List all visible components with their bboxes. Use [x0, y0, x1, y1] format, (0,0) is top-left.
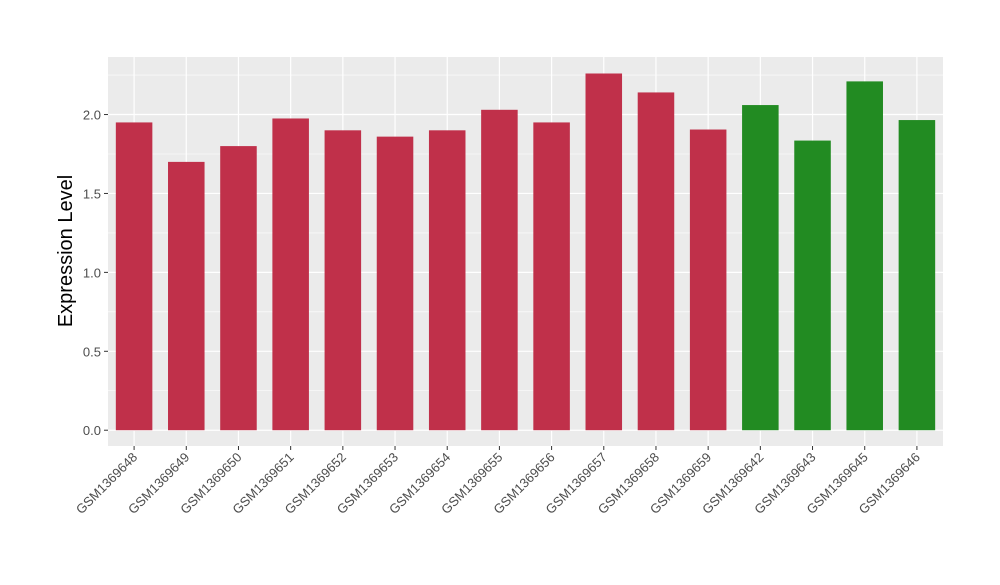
y-axis: 0.0 0.5 1.0 1.5 2.0	[83, 108, 108, 438]
bar-GSM1369658	[637, 92, 675, 431]
bar-GSM1369654	[428, 130, 466, 431]
bar-GSM1369651	[272, 118, 309, 431]
bar-GSM1369653	[376, 136, 414, 431]
bar-GSM1369657	[585, 73, 623, 431]
y-tick-label: 0.5	[83, 344, 101, 359]
y-tick-label: 2.0	[83, 108, 101, 123]
bar-GSM1369656	[533, 122, 570, 431]
bar-GSM1369646	[898, 120, 936, 431]
bar-GSM1369642	[742, 105, 779, 431]
bar-GSM1369659	[689, 129, 727, 431]
y-tick-label: 1.0	[83, 265, 101, 280]
bar-GSM1369655	[481, 109, 518, 431]
bar-GSM1369652	[324, 130, 362, 431]
bar-GSM1369650	[220, 146, 257, 431]
bar-GSM1369645	[846, 81, 883, 431]
bar-GSM1369649	[168, 161, 205, 431]
bar-GSM1369648	[115, 122, 153, 431]
y-axis-label: Expression Level	[55, 175, 77, 327]
y-tick-label: 1.5	[83, 186, 101, 201]
bar-layer	[115, 73, 936, 431]
y-tick-label: 0.0	[83, 423, 101, 438]
bar-GSM1369643	[794, 140, 831, 431]
x-axis: GSM1369648GSM1369649GSM1369650GSM1369651…	[73, 446, 923, 517]
